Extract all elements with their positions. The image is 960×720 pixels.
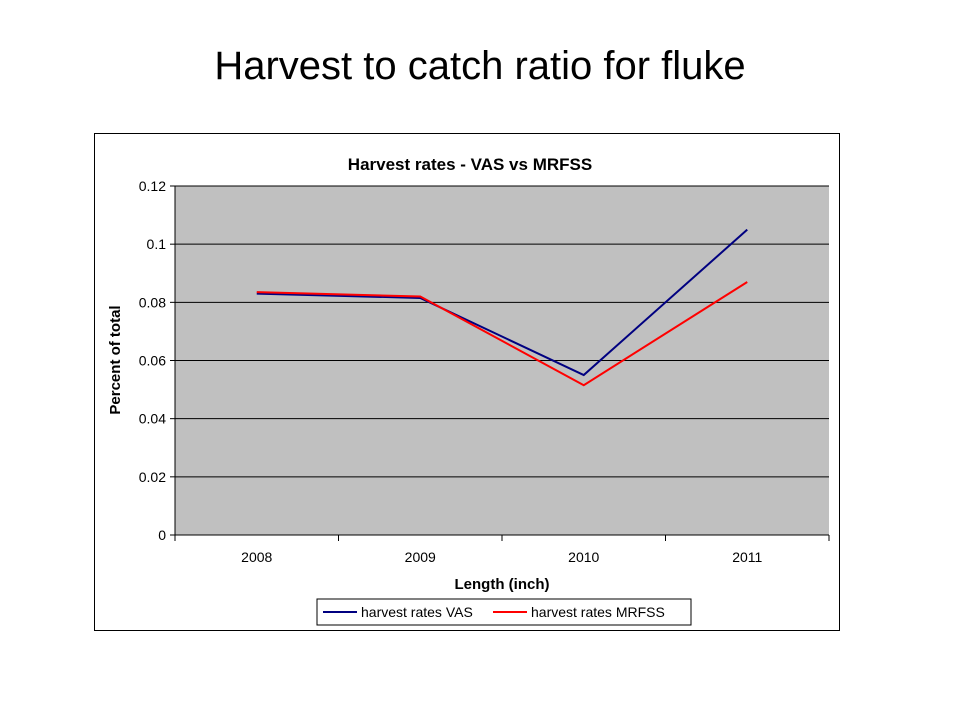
series-line-mrfss (256, 281, 748, 387)
chart-title: Harvest rates - VAS vs MRFSS (348, 155, 592, 174)
y-tick-label: 0.12 (139, 178, 166, 194)
y-tick-label: 0.08 (139, 294, 166, 310)
y-tick-label: 0 (158, 527, 166, 543)
slide-title: Harvest to catch ratio for fluke (214, 44, 746, 88)
x-axis-title: Length (inch) (455, 576, 550, 593)
y-tick-label: 0.04 (139, 411, 166, 427)
legend: harvest rates VAS harvest rates MRFSS (316, 598, 692, 626)
y-axis-title: Percent of total (107, 305, 124, 414)
x-tick-label: 2008 (241, 549, 272, 565)
series-line-vas (256, 228, 748, 377)
y-tick-label: 0.1 (147, 236, 167, 252)
y-tick-label: 0.06 (139, 353, 166, 369)
y-tick-label: 0.02 (139, 469, 166, 485)
x-tick-label: 2011 (732, 549, 762, 565)
legend-label-mrfss: harvest rates MRFSS (531, 604, 665, 620)
legend-label-vas: harvest rates VAS (361, 604, 473, 620)
x-tick-label: 2010 (568, 549, 599, 565)
x-tick-label: 2009 (405, 549, 436, 565)
